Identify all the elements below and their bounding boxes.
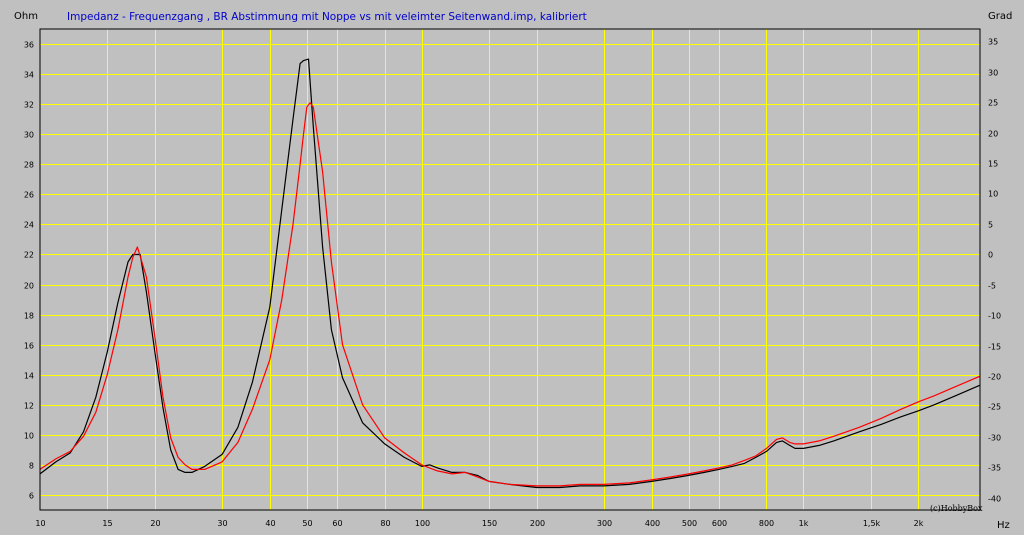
- y-left-tick-label: 22: [24, 251, 34, 260]
- y-right-tick-label: 10: [988, 190, 998, 199]
- left-axis-unit: Ohm: [14, 11, 38, 22]
- x-tick-label: 40: [265, 519, 275, 528]
- x-tick-label: 150: [482, 519, 497, 528]
- y-left-tick-label: 34: [24, 71, 34, 80]
- x-tick-label: 300: [597, 519, 612, 528]
- x-tick-label: 600: [712, 519, 727, 528]
- y-right-tick-label: -20: [988, 373, 1001, 382]
- y-left-tick-label: 18: [24, 312, 34, 321]
- y-left-tick-label: 28: [24, 161, 34, 170]
- grid-layer: [40, 29, 980, 510]
- y-right-tick-label: 15: [988, 160, 998, 169]
- x-axis-unit: Hz: [997, 520, 1010, 531]
- x-tick-label: 100: [415, 519, 430, 528]
- series-line-1: [39, 58, 981, 489]
- x-tick-label: 200: [530, 519, 545, 528]
- chart-title: Impedanz - Frequenzgang , BR Abstimmung …: [67, 11, 587, 23]
- y-left-tick-label: 16: [24, 342, 34, 351]
- y-right-tick-label: -10: [988, 312, 1001, 321]
- y-right-tick-label: 25: [988, 99, 998, 108]
- x-tick-label: 10: [35, 519, 45, 528]
- series-layer: [39, 58, 981, 489]
- y-right-tick-label: -40: [988, 495, 1001, 504]
- y-left-tick-label: 36: [24, 41, 34, 50]
- y-right-tick-label: -25: [988, 403, 1001, 412]
- y-left-tick-label: 12: [24, 402, 34, 411]
- x-tick-label: 60: [332, 519, 342, 528]
- y-left-tick-label: 14: [24, 372, 34, 381]
- y-left-tick-label: 30: [24, 131, 34, 140]
- y-right-tick-label: 0: [988, 251, 993, 260]
- y-right-tick-label: 30: [988, 69, 998, 78]
- x-tick-label: 30: [217, 519, 227, 528]
- plot-frame: [39, 28, 981, 511]
- x-tick-label: 400: [645, 519, 660, 528]
- x-tick-label: 1,5k: [863, 519, 881, 528]
- tick-layer: 10 15 20 30 40 50 60 80 100 150 200 300 400 500 600 800…: [24, 38, 1001, 529]
- y-left-tick-label: 26: [24, 191, 34, 200]
- x-tick-label: 1k: [799, 519, 809, 528]
- y-right-tick-label: -30: [988, 434, 1001, 443]
- y-left-tick-label: 32: [24, 101, 34, 110]
- y-right-tick-label: 35: [988, 38, 998, 47]
- x-tick-label: 800: [759, 519, 774, 528]
- x-tick-label: 20: [150, 519, 160, 528]
- y-left-tick-label: 8: [29, 462, 34, 471]
- y-right-tick-label: -35: [988, 464, 1001, 473]
- y-left-tick-label: 10: [24, 432, 34, 441]
- y-right-tick-label: -5: [988, 282, 996, 291]
- y-left-tick-label: 24: [24, 221, 34, 230]
- y-left-tick-label: 20: [24, 282, 34, 291]
- x-tick-label: 2k: [914, 519, 924, 528]
- y-right-tick-label: -15: [988, 343, 1001, 352]
- x-tick-label: 50: [302, 519, 312, 528]
- y-right-tick-label: 20: [988, 130, 998, 139]
- x-tick-label: 15: [102, 519, 112, 528]
- credit-label: (c)HobbyBox: [930, 504, 983, 513]
- y-left-tick-label: 6: [29, 492, 34, 501]
- y-right-tick-label: 5: [988, 221, 993, 230]
- right-axis-unit: Grad: [988, 11, 1012, 22]
- x-tick-label: 80: [380, 519, 390, 528]
- x-tick-label: 500: [682, 519, 697, 528]
- series-line-2: [39, 102, 981, 487]
